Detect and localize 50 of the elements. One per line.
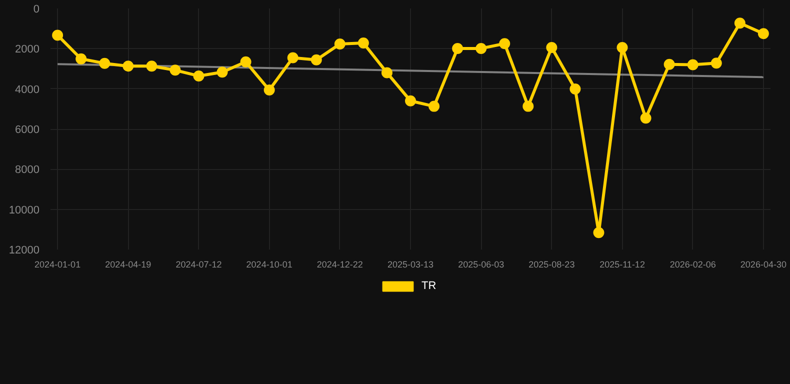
point bbox=[664, 58, 675, 70]
x-tick-label: 2026-04-30 bbox=[740, 260, 786, 270]
point bbox=[616, 42, 628, 53]
x-tick-label: 2025-08-23 bbox=[528, 260, 575, 270]
y-tick-label: 2000 bbox=[15, 44, 40, 56]
point bbox=[640, 112, 652, 124]
point bbox=[264, 84, 275, 96]
point bbox=[710, 58, 722, 69]
point bbox=[122, 60, 134, 72]
x-tick-label: 2024-04-19 bbox=[105, 260, 152, 270]
legend-label: TR bbox=[422, 280, 438, 292]
x-tick-label: 2024-01-01 bbox=[34, 260, 81, 270]
point bbox=[522, 100, 534, 112]
point bbox=[146, 60, 158, 72]
point bbox=[287, 52, 298, 64]
point bbox=[593, 227, 604, 238]
point bbox=[358, 38, 369, 49]
point bbox=[499, 38, 510, 50]
point bbox=[310, 54, 322, 66]
point bbox=[193, 70, 204, 82]
point bbox=[52, 30, 64, 41]
y-tick-label: 8000 bbox=[15, 164, 40, 176]
point bbox=[240, 56, 252, 68]
x-tick-label: 2024-07-12 bbox=[176, 260, 222, 270]
x-tick-label: 2025-03-13 bbox=[387, 260, 434, 270]
y-tick-label: 10000 bbox=[8, 204, 40, 216]
point bbox=[381, 67, 392, 78]
point bbox=[216, 66, 228, 78]
x-tick-label: 2024-10-01 bbox=[246, 260, 292, 270]
point bbox=[758, 28, 769, 40]
point bbox=[99, 58, 110, 69]
point bbox=[734, 18, 746, 29]
x-tick-label: 2024-12-22 bbox=[316, 260, 363, 270]
point bbox=[170, 64, 181, 76]
point bbox=[76, 53, 87, 64]
y-tick-label: 6000 bbox=[15, 124, 40, 136]
point bbox=[476, 42, 487, 54]
y-tick-label: 4000 bbox=[15, 84, 40, 96]
y-tick-label: 0 bbox=[33, 4, 40, 16]
x-tick-label: 2025-11-12 bbox=[600, 260, 645, 270]
point bbox=[570, 84, 581, 95]
point bbox=[405, 95, 416, 106]
x-tick-label: 2026-02-06 bbox=[670, 260, 716, 270]
point bbox=[452, 42, 464, 54]
x-tick-label: 2025-06-03 bbox=[458, 260, 504, 270]
point bbox=[334, 38, 346, 50]
point bbox=[546, 42, 558, 53]
point bbox=[687, 59, 698, 70]
y-tick-label: 12000 bbox=[8, 244, 40, 256]
point bbox=[428, 100, 440, 112]
